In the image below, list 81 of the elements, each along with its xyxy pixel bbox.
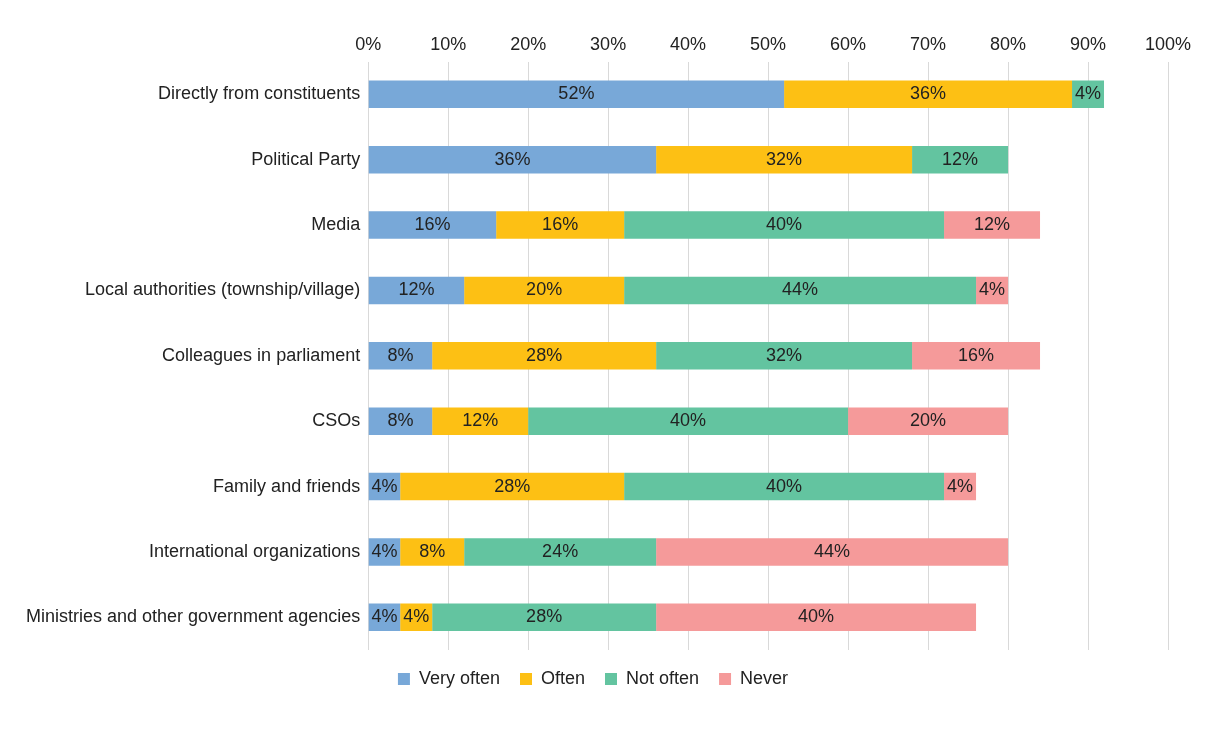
data-label: 4% (371, 540, 398, 561)
bar (368, 145, 657, 174)
bar (624, 472, 945, 501)
x-tick-label: 50% (750, 33, 787, 54)
data-label: 20% (526, 279, 563, 300)
data-label: 4% (947, 475, 974, 496)
bar (656, 538, 1009, 566)
data-label: 16% (414, 214, 451, 235)
x-tick-label: 80% (990, 33, 1027, 54)
y-tick-label: International organizations (149, 540, 361, 561)
bar (528, 407, 849, 435)
bar (464, 538, 657, 566)
legend-label: Not often (626, 667, 700, 688)
data-label: 4% (403, 606, 430, 627)
y-tick-label: Family and friends (213, 475, 361, 496)
bar (656, 145, 913, 174)
x-tick-label: 40% (670, 33, 707, 54)
bar (944, 211, 1041, 239)
legend-label: Very often (418, 667, 500, 688)
bar (624, 276, 977, 305)
y-tick-label: Directly from constituents (158, 83, 361, 104)
x-tick-label: 60% (830, 33, 867, 54)
data-label: 8% (387, 344, 414, 365)
data-label: 24% (542, 540, 579, 561)
data-label: 4% (1075, 83, 1102, 104)
bar (400, 472, 625, 501)
bar (848, 407, 1009, 435)
data-label: 12% (398, 279, 435, 300)
x-tick-label: 90% (1070, 33, 1107, 54)
data-label: 12% (974, 214, 1011, 235)
x-tick-label: 0% (355, 33, 382, 54)
bar (400, 538, 465, 566)
bar (368, 80, 785, 109)
data-label: 32% (766, 344, 803, 365)
bar (464, 276, 625, 305)
data-label: 32% (766, 148, 803, 169)
bar (624, 211, 945, 239)
data-label: 36% (494, 148, 531, 169)
data-label: 36% (910, 83, 947, 104)
data-label: 4% (979, 279, 1006, 300)
data-label: 44% (814, 540, 851, 561)
data-label: 8% (387, 410, 414, 431)
data-label: 28% (526, 344, 563, 365)
x-tick-label: 100% (1144, 33, 1192, 54)
data-label: 40% (766, 214, 803, 235)
x-tick-label: 10% (430, 33, 467, 54)
legend-label: Often (540, 667, 586, 688)
y-tick-label: Colleagues in parliament (162, 344, 361, 365)
data-label: 12% (462, 410, 499, 431)
x-tick-label: 30% (590, 33, 627, 54)
legend-label: Never (740, 667, 789, 688)
data-label: 16% (958, 344, 995, 365)
data-label: 28% (494, 475, 531, 496)
bar (656, 603, 977, 632)
x-tick-label: 70% (910, 33, 947, 54)
y-tick-label: CSOs (312, 410, 361, 431)
y-tick-label: Political Party (251, 148, 361, 169)
data-label: 20% (910, 410, 947, 431)
x-tick-label: 20% (510, 33, 547, 54)
data-label: 40% (766, 475, 803, 496)
y-tick-label: Local authorities (township/village) (85, 279, 361, 300)
data-label: 8% (419, 540, 446, 561)
bar (432, 407, 529, 435)
bar (432, 603, 657, 632)
bar (784, 80, 1073, 109)
y-tick-label: Ministries and other government agencies (25, 606, 361, 627)
data-label: 12% (942, 148, 979, 169)
data-label: 40% (798, 606, 835, 627)
bar (496, 211, 625, 239)
data-label: 16% (542, 214, 579, 235)
data-label: 4% (371, 606, 398, 627)
bar (432, 342, 657, 370)
data-label: 52% (558, 83, 595, 104)
data-label: 28% (526, 606, 563, 627)
bar (368, 211, 497, 239)
bar (912, 342, 1041, 370)
data-label: 4% (371, 475, 398, 496)
data-label: 40% (670, 410, 707, 431)
data-label: 44% (782, 279, 819, 300)
y-tick-label: Media (311, 214, 362, 235)
bar (656, 342, 913, 370)
